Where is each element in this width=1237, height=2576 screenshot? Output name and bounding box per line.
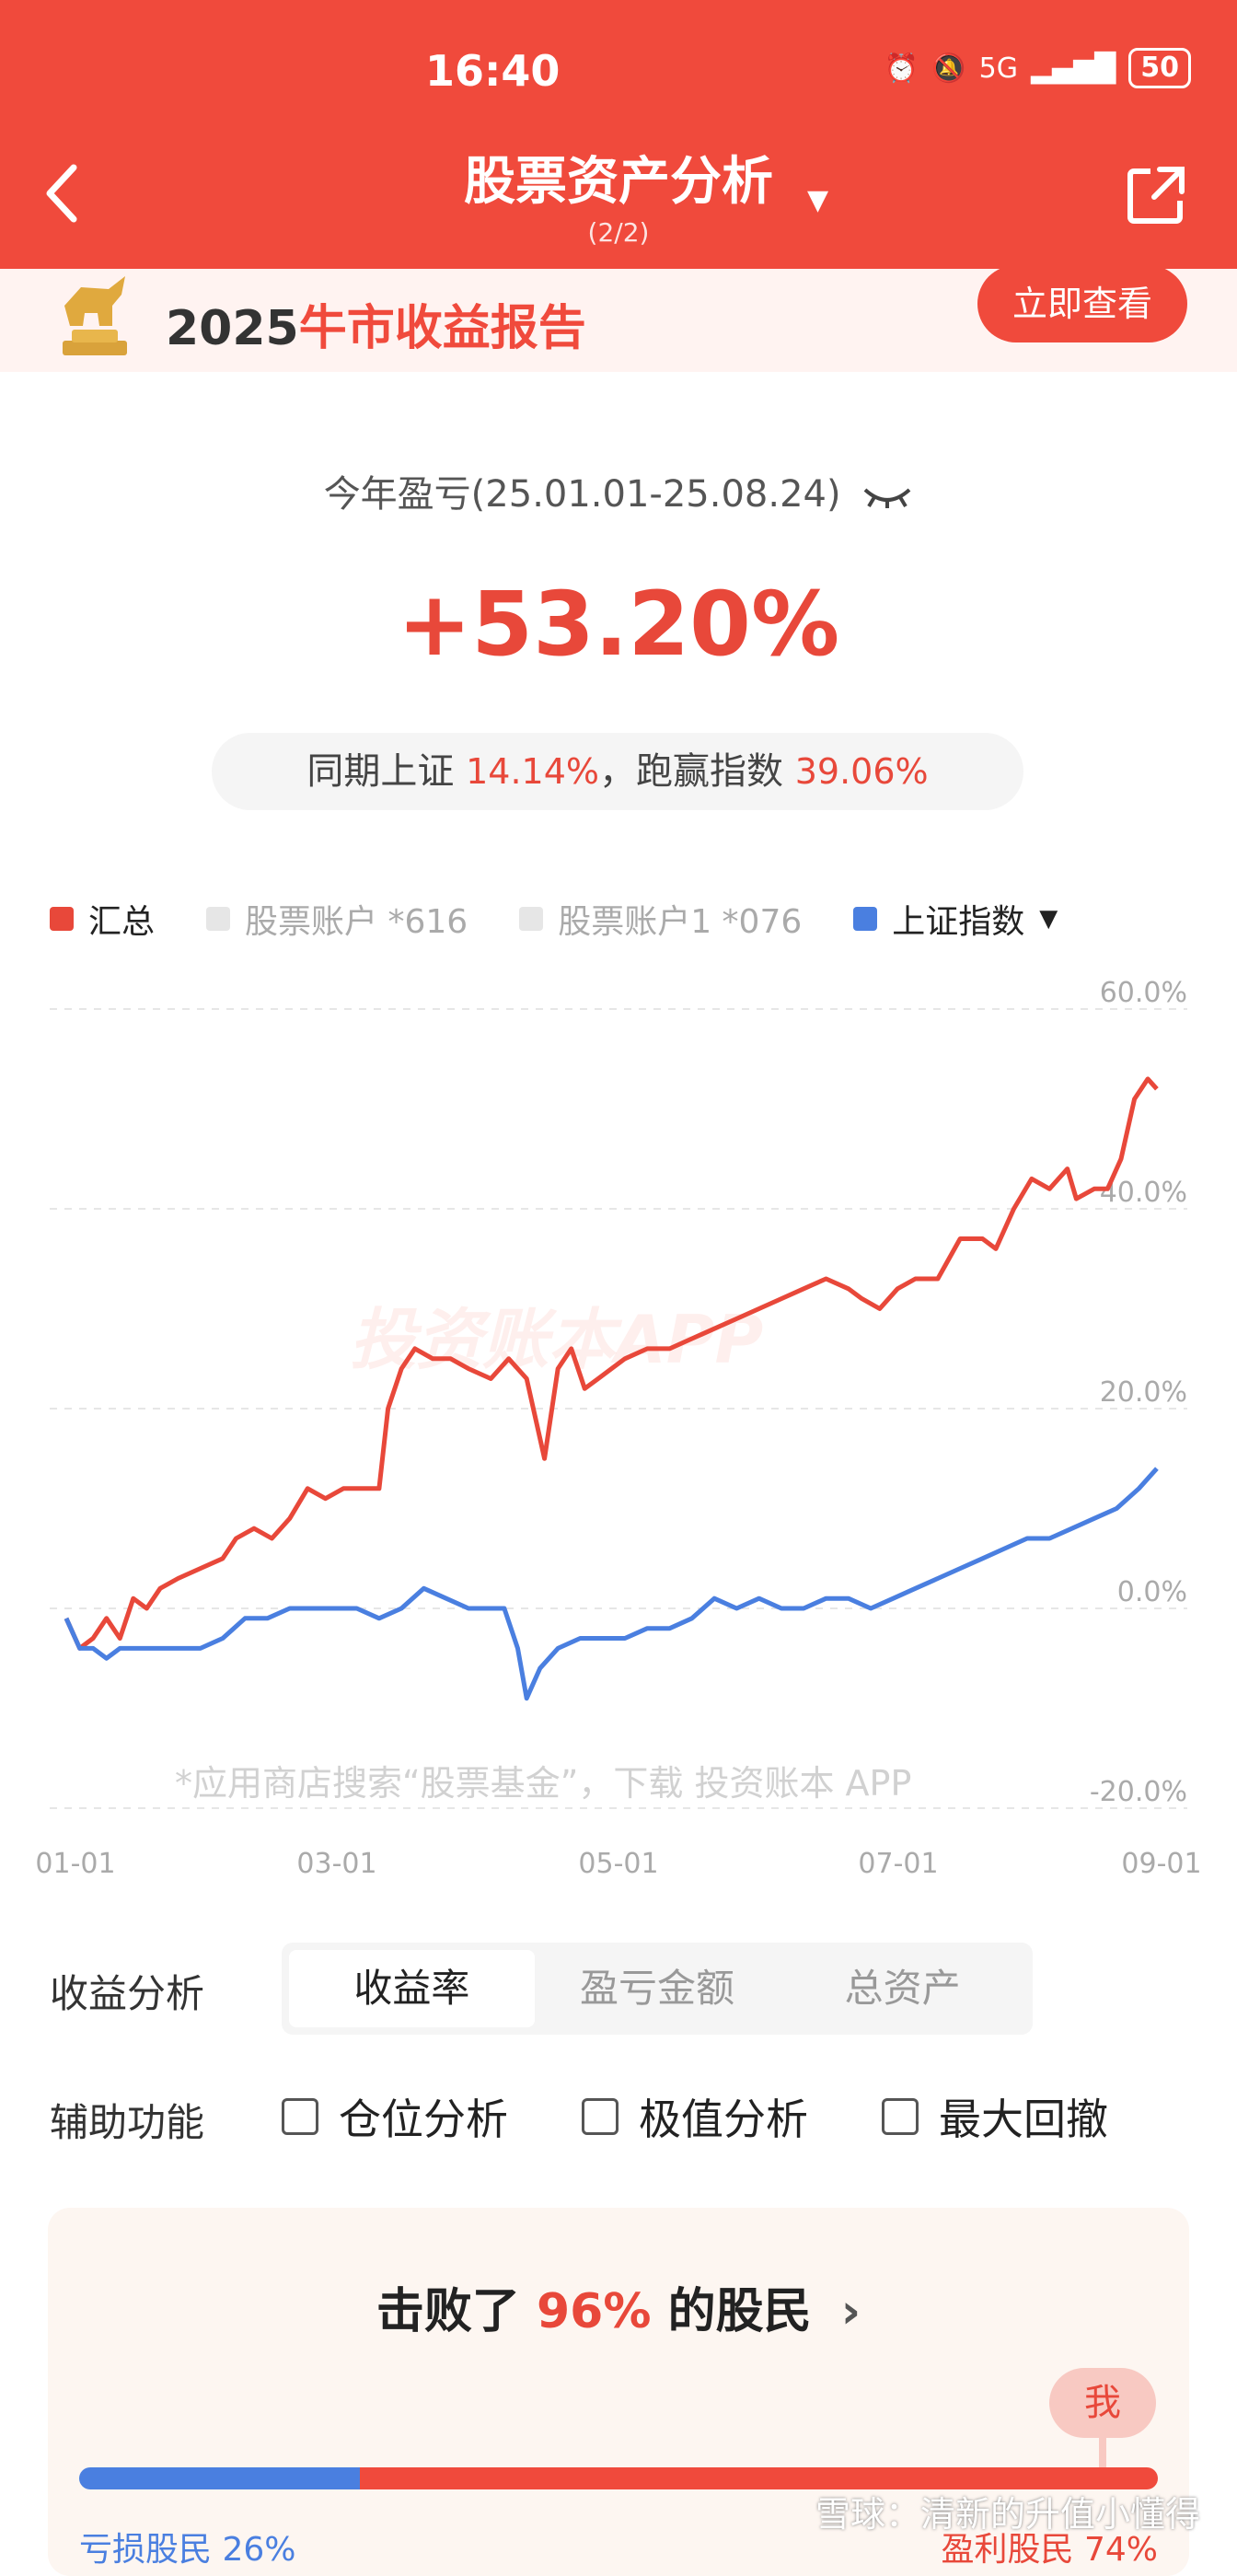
dropdown-icon[interactable]: ▼ [1039,905,1058,933]
bull-trophy-icon [63,276,127,355]
app-header: 16:40 ⏰ 🔕 5G ▂▄▆█ 50 股票资产分析 ▼ (2/2) [0,0,1237,269]
me-marker: 我 [1049,2368,1156,2438]
aux-label: 辅助功能 [50,2100,205,2145]
x-tick-label: 07-01 [858,1848,938,1880]
tab-pnl-amount[interactable]: 盈亏金额 [580,1966,735,2011]
y-tick-label: -20.0% [1090,1776,1187,1808]
rank-percentile: 96% [536,2284,652,2339]
legend-index[interactable]: 上证指数 ▼ [853,895,1058,943]
period-text: 今年盈亏(25.01.01-25.08.24) [323,473,841,516]
legend-swatch [206,907,231,931]
y-tick-label: 20.0% [1100,1376,1187,1409]
banner-title: 2025牛市收益报告 [166,289,586,358]
compare-prefix: 同期上证 [306,750,455,793]
legend-label: 股票账户 *616 [245,903,468,941]
x-tick-label: 01-01 [35,1848,115,1880]
x-tick-label: 03-01 [296,1848,376,1880]
signal-icon: ▂▄▆█ [1030,52,1116,85]
loss-label: 亏损股民 26% [79,2531,296,2569]
back-icon[interactable] [37,157,92,230]
alarm-icon: ⏰ [884,52,919,85]
checkbox-box[interactable] [882,2098,919,2135]
source-watermark: 雪球：清新的升值小懂得 [815,2494,1200,2535]
x-tick-label: 05-01 [578,1848,658,1880]
status-icons: ⏰ 🔕 5G ▂▄▆█ 50 [884,48,1191,88]
checkbox-box[interactable] [282,2098,318,2135]
legend-account-076[interactable]: 股票账户1 *076 [519,895,802,943]
return-line-chart[interactable]: 60.0% 40.0% 20.0% 0.0% -20.0% 投资账本APP *应用商店搜… [0,976,1237,1887]
title-dropdown-icon[interactable]: ▼ [807,184,829,216]
rank-card[interactable]: 击败了 96% 的股民 › [48,2208,1189,2576]
page-indicator: (2/2) [587,217,650,248]
banner-year: 2025 [166,301,299,356]
index-comparison: 同期上证 14.14%，跑赢指数 39.06% [212,733,1023,810]
checkbox-label: 仓位分析 [339,2094,508,2144]
legend-swatch [853,907,878,931]
network-label: 5G [978,52,1018,85]
y-tick-label: 40.0% [1100,1177,1187,1209]
ytd-return: +53.20% [397,573,840,676]
rank-title[interactable]: 击败了 96% 的股民 › [48,2272,1189,2341]
hide-eye-icon[interactable] [861,482,913,510]
series-line [64,1467,1159,1701]
rank-prefix: 击败了 [376,2284,520,2339]
battery-level: 50 [1128,48,1191,88]
tab-return-rate[interactable]: 收益率 [289,1950,535,2027]
profit-segment [359,2467,1158,2489]
x-tick-label: 09-01 [1121,1848,1201,1880]
legend-swatch [519,907,544,931]
page-title[interactable]: 股票资产分析 [464,152,773,212]
status-time: 16:40 [425,46,561,96]
analysis-label: 收益分析 [50,1971,205,2016]
profit-distribution-bar [79,2467,1158,2489]
chart-watermark: 投资账本APP [350,1301,763,1378]
chart-legend: 汇总 股票账户 *616 股票账户1 *076 上证指数 ▼ [50,895,1109,943]
checkbox-box[interactable] [582,2098,618,2135]
compare-mid: ，跑赢指数 [599,750,783,793]
index-return: 14.14% [466,751,599,792]
legend-label: 汇总 [88,903,156,941]
checkbox-label: 最大回撤 [939,2094,1108,2144]
legend-label: 上证指数 [892,903,1025,941]
view-now-button[interactable]: 立即查看 [977,265,1187,342]
rank-suffix: 的股民 [667,2284,812,2339]
position-analysis-checkbox[interactable]: 仓位分析 [282,2086,508,2147]
promo-banner[interactable]: 2025牛市收益报告 立即查看 [0,265,1237,372]
share-icon[interactable] [1123,162,1189,228]
analysis-tabs: 收益率 盈亏金额 总资产 [282,1943,1033,2035]
me-marker-pin [1099,2438,1106,2475]
loss-segment [79,2467,360,2489]
legend-label: 股票账户1 *076 [558,903,803,941]
max-drawdown-checkbox[interactable]: 最大回撤 [882,2086,1108,2147]
y-tick-label: 0.0% [1117,1576,1187,1608]
extreme-analysis-checkbox[interactable]: 极值分析 [582,2086,808,2147]
mute-icon: 🔕 [931,52,966,85]
chart-footer-watermark: *应用商店搜索“股票基金”，下载 投资账本 APP [175,1763,911,1804]
chevron-right-icon: › [840,2284,861,2339]
legend-swatch [50,907,74,931]
aux-options: 仓位分析 极值分析 最大回撤 [282,2086,1182,2147]
banner-highlight: 牛市收益报告 [298,301,586,356]
y-tick-label: 60.0% [1100,977,1187,1009]
legend-total[interactable]: 汇总 [50,895,155,943]
excess-return: 39.06% [794,751,929,792]
period-label: 今年盈亏(25.01.01-25.08.24) [0,464,1237,517]
legend-account-616[interactable]: 股票账户 *616 [206,895,468,943]
series-line [64,1076,1159,1651]
tab-total-assets[interactable]: 总资产 [844,1966,961,2011]
checkbox-label: 极值分析 [639,2094,808,2144]
